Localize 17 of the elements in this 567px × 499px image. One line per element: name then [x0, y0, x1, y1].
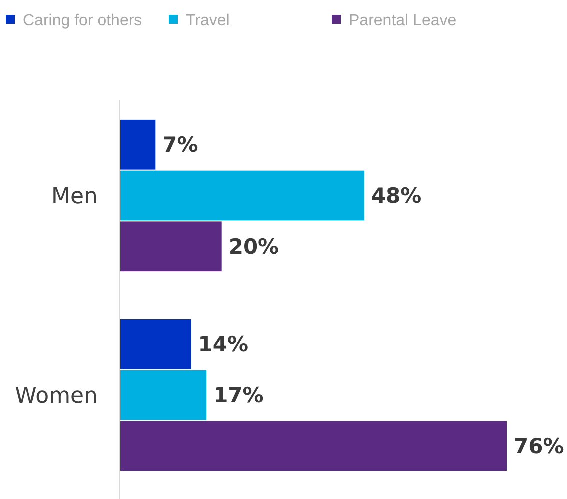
legend-label: Caring for others [23, 12, 142, 30]
bar [120, 319, 192, 370]
data-label: 20% [228, 234, 280, 259]
bar [120, 421, 507, 472]
y-tick-label: Women [15, 384, 98, 409]
bar [120, 222, 222, 272]
data-label: 48% [371, 184, 422, 208]
data-label: 14% [198, 332, 249, 357]
bar [120, 120, 156, 170]
legend-label: Parental Leave [349, 12, 457, 30]
y-tick-label: Men [52, 184, 98, 210]
bar [120, 170, 364, 221]
bar [120, 370, 207, 420]
legend-label: Travel [186, 12, 230, 30]
data-label: 7% [162, 133, 198, 158]
data-label: 17% [214, 384, 264, 408]
data-label: 76% [514, 434, 564, 458]
